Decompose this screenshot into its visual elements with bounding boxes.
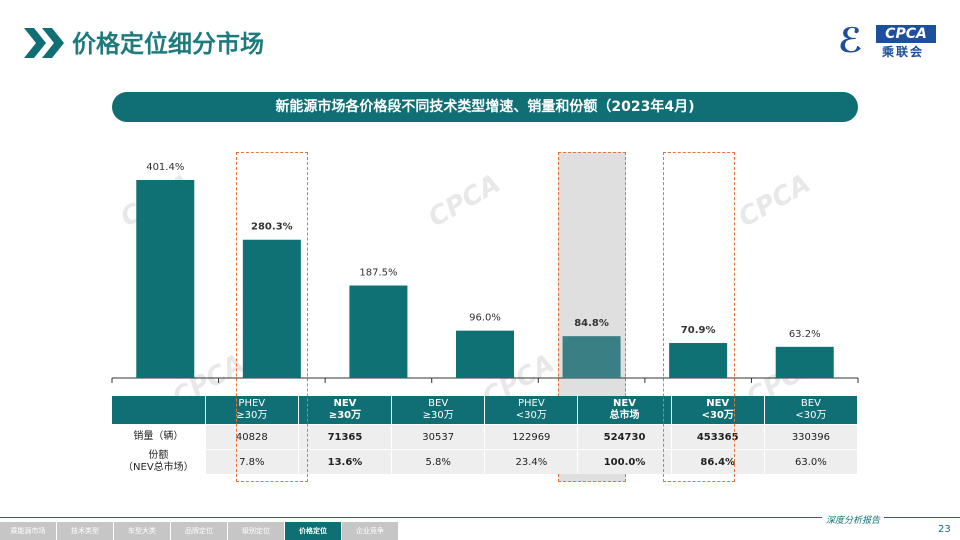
row-header-share: 份额 （NEV总市场） (112, 449, 206, 474)
sales-cell: 330396 (764, 424, 859, 450)
data-table: PHEV ≥30万 NEV ≥30万 BEV ≥30万 PHEV <30万 NEV 总市场 NEV <… (112, 396, 859, 474)
highlight-nev-below-30 (663, 152, 735, 482)
bar-value-label: 280.3% (251, 222, 293, 233)
share-cell: 100.0% (577, 449, 672, 474)
bar (242, 239, 301, 378)
row-header-sales: 销量（辆） (112, 424, 206, 450)
page-number: 23 (938, 524, 951, 535)
column-header: NEV ≥30万 (298, 396, 393, 425)
highlight-nev-above-30 (236, 152, 308, 482)
column-header: BEV ≥30万 (391, 396, 486, 425)
share-cell: 7.8% (205, 449, 299, 474)
logo-sub: 乘联会 (882, 45, 925, 59)
nav-tab[interactable]: 乘能源市场 (0, 522, 56, 540)
table-corner (112, 396, 206, 425)
bar-value-label: 70.9% (681, 325, 716, 336)
table-header-row: PHEV ≥30万 NEV ≥30万 BEV ≥30万 PHEV <30万 NEV 总市场 NEV <… (112, 396, 859, 425)
nav-tab[interactable]: 品牌定位 (171, 522, 227, 540)
footer-divider (0, 517, 960, 518)
page-title: 价格定位细分市场 (72, 30, 264, 58)
sales-cell: 453365 (671, 424, 765, 450)
share-cell: 23.4% (484, 449, 579, 474)
bar-value-label: 96.0% (469, 313, 501, 324)
column-header: BEV <30万 (764, 396, 859, 425)
nav-tab[interactable]: 车型大类 (114, 522, 170, 540)
table-row-share: 份额 （NEV总市场） 7.8% 13.6% 5.8% 23.4% 100.0% 86.4%… (112, 449, 859, 474)
bar-value-label: 401.4% (146, 162, 184, 173)
bar (349, 285, 408, 378)
bar (136, 180, 195, 378)
bar (456, 330, 514, 378)
bar-value-label: 187.5% (359, 268, 397, 279)
nav-tab[interactable]: 价格定位 (285, 522, 341, 540)
column-header: PHEV ≥30万 (205, 396, 299, 425)
column-header: PHEV <30万 (484, 396, 579, 425)
chevron-right-icon (24, 28, 64, 58)
logo-brand: CPCA (876, 25, 936, 43)
share-cell: 5.8% (391, 449, 486, 474)
nav-tab[interactable]: 企业竞争 (342, 522, 398, 540)
column-header: NEV <30万 (671, 396, 765, 425)
share-cell: 13.6% (298, 449, 393, 474)
chart-title: 新能源市场各价格段不同技术类型增速、销量和份额（2023年4月) (112, 92, 858, 122)
bar-value-label: 84.8% (574, 318, 609, 329)
bar (775, 346, 834, 378)
column-header: NEV 总市场 (577, 396, 672, 425)
share-cell: 86.4% (671, 449, 765, 474)
nav-tab[interactable]: 级别定位 (228, 522, 284, 540)
bar-value-label: 63.2% (789, 329, 821, 340)
bar (562, 336, 621, 378)
sales-cell: 122969 (484, 424, 579, 450)
sales-cell: 71365 (298, 424, 393, 450)
sales-cell: 40828 (205, 424, 299, 450)
share-cell: 63.0% (764, 449, 859, 474)
logo-swirl-icon: ℰ (838, 21, 863, 61)
cpca-logo: ℰ CPCA 乘联会 (838, 22, 942, 60)
section-nav: 乘能源市场 技术类型 车型大类 品牌定位 级别定位 价格定位 企业竞争 (0, 522, 399, 540)
nav-tab[interactable]: 技术类型 (57, 522, 113, 540)
sales-cell: 30537 (391, 424, 486, 450)
table-row-sales: 销量（辆） 40828 71365 30537 122969 524730 453365 3… (112, 424, 859, 450)
sales-cell: 524730 (577, 424, 672, 450)
bar (669, 343, 728, 378)
footer-tagline: 深度分析报告 (822, 513, 885, 526)
